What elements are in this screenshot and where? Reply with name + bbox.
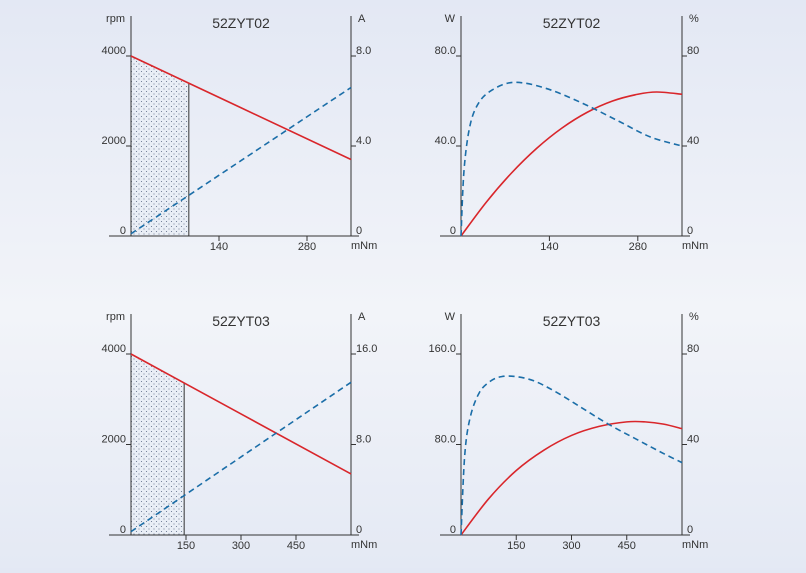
left-axis-label: rpm [106,311,125,323]
left-tick-label: 40.0 [435,135,456,147]
x-tick-label: 140 [540,241,558,253]
left-tick-label: 80.0 [435,434,456,446]
left-tick-label: 160.0 [428,343,456,355]
left-tick-label: 0 [450,225,456,237]
solid-series-line [460,91,683,237]
left-tick-label: 0 [120,225,126,237]
x-tick-label: 150 [177,540,195,552]
x-tick-label: 280 [629,241,647,253]
right-axis-label: A [358,311,366,323]
x-tick-label: 280 [298,241,316,253]
right-tick-label: 8.0 [356,434,371,446]
chart-panel-3: rpm A 52ZYT03 mNm 0 2000 4000 0 8.0 16.0 150 300 450 [102,311,378,552]
x-tick-label: 300 [562,540,580,552]
dashed-series-line [130,86,352,235]
left-axis-label: rpm [106,13,125,25]
chart-panel-1: rpm A 52ZYT02 mNm 0 2000 4000 0 4.0 8.0 140 280 [102,13,378,253]
left-tick-label: 4000 [102,45,126,57]
chart-panel-4: W % 52ZYT03 mNm 0 80.0 160.0 0 40 80 150 300 450 [428,311,708,552]
right-tick-label: 80 [687,45,699,57]
left-tick-label: 4000 [102,343,126,355]
left-axis-label: W [445,311,456,323]
x-axis-unit-label: mNm [351,240,377,252]
right-tick-label: 8.0 [356,45,371,57]
right-tick-label: 0 [356,225,362,237]
dashed-series-line [130,381,352,533]
x-axis-unit-label: mNm [351,539,377,551]
x-tick-label: 300 [232,540,250,552]
left-tick-label: 2000 [102,135,126,147]
right-axis-label: % [689,13,699,25]
chart-title: 52ZYT02 [543,15,601,31]
shaded-working-region [131,354,185,535]
right-tick-label: 0 [687,524,693,536]
solid-series-line [130,55,352,161]
chart-panel-2: W % 52ZYT02 mNm 0 40.0 80.0 0 40 80 140 280 [435,13,709,253]
solid-series-line [460,420,683,536]
x-axis-unit-label: mNm [682,240,708,252]
left-tick-label: 80.0 [435,45,456,57]
left-tick-label: 0 [120,524,126,536]
right-axis-label: % [689,311,699,323]
dashed-series-line [460,81,683,237]
left-tick-label: 2000 [102,434,126,446]
solid-series-line [130,353,352,475]
right-tick-label: 40 [687,135,699,147]
right-tick-label: 4.0 [356,135,371,147]
x-axis-unit-label: mNm [682,539,708,551]
x-tick-label: 140 [210,241,228,253]
chart-title: 52ZYT03 [212,313,270,329]
right-tick-label: 40 [687,434,699,446]
left-tick-label: 0 [450,524,456,536]
right-axis-label: A [358,13,366,25]
right-tick-label: 80 [687,343,699,355]
right-tick-label: 0 [356,524,362,536]
x-tick-label: 150 [507,540,525,552]
chart-title: 52ZYT03 [543,313,601,329]
shaded-working-region [131,56,189,236]
chart-title: 52ZYT02 [212,15,270,31]
dashed-series-line [460,375,683,536]
left-axis-label: W [445,13,456,25]
x-tick-label: 450 [287,540,305,552]
x-tick-label: 450 [618,540,636,552]
right-tick-label: 16.0 [356,343,377,355]
right-tick-label: 0 [687,225,693,237]
